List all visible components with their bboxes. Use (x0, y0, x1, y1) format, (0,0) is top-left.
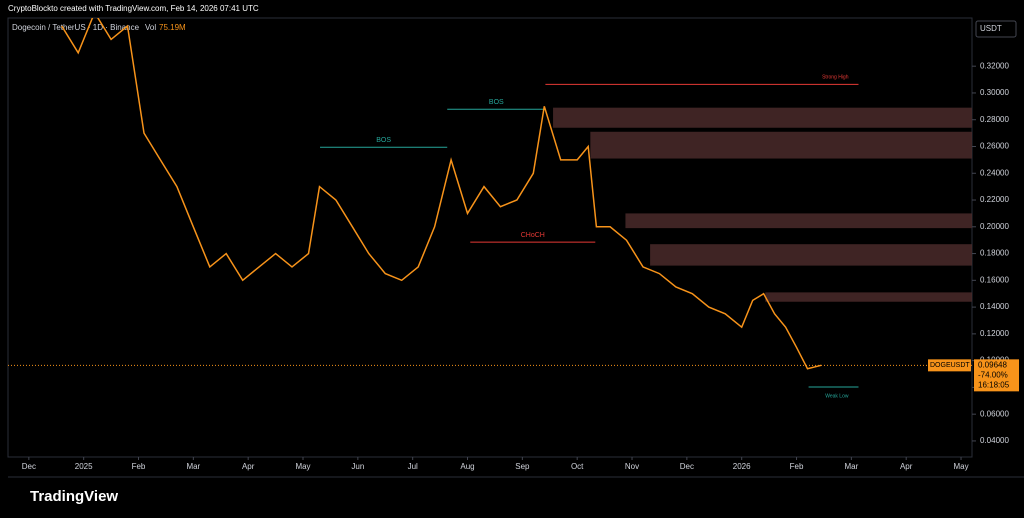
plot: Strong High BOS BOS CHoCH Weak Low (61, 18, 972, 399)
x-tick-label: Dec (22, 462, 36, 471)
order-block (765, 292, 972, 302)
x-tick-label: Nov (625, 462, 639, 471)
currency-box[interactable] (975, 20, 1017, 38)
y-tick-label: 0.22000 (980, 195, 1009, 204)
y-tick-label: 0.06000 (980, 409, 1009, 418)
symbol: Dogecoin / TetherUS · 1D · Binance (12, 23, 140, 32)
y-tick-label: 0.24000 (980, 168, 1009, 177)
x-tick-label: Sep (515, 462, 530, 471)
order-block (553, 107, 972, 128)
pane (7, 17, 973, 458)
x-tick-label: Mar (186, 462, 200, 471)
x-tick-label: Jun (351, 462, 364, 471)
y-tick-label: 0.12000 (980, 329, 1009, 338)
y-tick-label: 0.14000 (980, 302, 1009, 311)
order-block (590, 131, 972, 159)
order-block (625, 213, 972, 229)
x-tick-label: Apr (900, 462, 913, 471)
last-change: -74.00% (978, 370, 1008, 379)
y-tick-label: 0.18000 (980, 249, 1009, 258)
y-tick-label: 0.30000 (980, 88, 1009, 97)
vol-label: Vol (145, 23, 156, 32)
vol-value: 75.19M (159, 23, 186, 32)
x-tick-label: May (295, 462, 310, 471)
x-tick-label: Jul (408, 462, 418, 471)
credit: CryptoBlockto created with TradingView.c… (8, 4, 259, 13)
x-tick-label: Feb (132, 462, 146, 471)
last-countdown: 16:18:05 (978, 380, 1010, 389)
x-tick-label: Oct (571, 462, 584, 471)
x-tick-label: Dec (680, 462, 694, 471)
x-tick-label: Aug (460, 462, 474, 471)
last-price-box (974, 359, 1019, 392)
symbol-label: DOGEUSDT (930, 362, 970, 369)
symbol-box (928, 359, 971, 372)
price-line (61, 18, 822, 370)
level-label: Weak Low (825, 393, 849, 399)
x-tick-label: 2025 (75, 462, 93, 471)
level-label: Strong High (822, 75, 849, 81)
level-label: CHoCH (521, 232, 545, 239)
x-tick-label: May (953, 462, 968, 471)
x-tick-label: Feb (790, 462, 804, 471)
y-tick-label: 0.28000 (980, 115, 1009, 124)
level-label: BOS (376, 137, 391, 144)
level-label: BOS (489, 99, 504, 106)
x-tick-label: 2026 (733, 462, 751, 471)
y-tick-label: 0.04000 (980, 436, 1009, 445)
currency[interactable]: USDT (980, 24, 1002, 33)
last-value: 0.09648 (978, 360, 1007, 369)
order-block (650, 244, 972, 266)
y-tick-label: 0.26000 (980, 142, 1009, 151)
brand: TradingView (30, 488, 118, 505)
y-tick-label: 0.16000 (980, 275, 1009, 284)
y-tick-label: 0.20000 (980, 222, 1009, 231)
y-tick-label: 0.32000 (980, 61, 1009, 70)
x-tick-label: Apr (242, 462, 255, 471)
x-tick-label: Mar (844, 462, 858, 471)
